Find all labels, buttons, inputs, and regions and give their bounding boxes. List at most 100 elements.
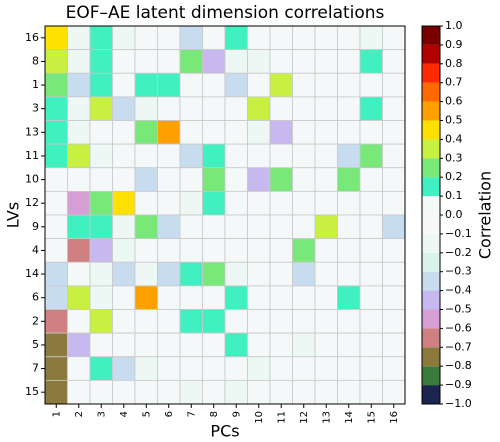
heatmap-cell xyxy=(202,143,226,169)
heatmap-cell xyxy=(314,49,338,74)
colorbar-segment xyxy=(422,82,440,102)
heatmap-cell xyxy=(157,120,181,145)
heatmap-cell xyxy=(247,332,271,358)
heatmap-cell xyxy=(269,261,293,287)
heatmap-cell xyxy=(382,25,406,51)
heatmap-cell xyxy=(314,96,338,121)
heatmap-cell xyxy=(359,190,383,216)
heatmap-cell xyxy=(224,25,248,51)
heatmap-cell xyxy=(247,261,271,287)
heatmap-cell xyxy=(67,309,91,334)
heatmap-cell xyxy=(247,120,271,145)
heatmap-cell xyxy=(224,309,248,334)
heatmap-cell xyxy=(382,309,406,334)
heatmap-cell xyxy=(382,356,406,381)
heatmap-cell xyxy=(157,356,181,381)
heatmap-cell xyxy=(359,214,383,240)
heatmap-cell xyxy=(337,72,361,98)
heatmap-cell xyxy=(224,238,248,263)
heatmap-cell xyxy=(292,261,316,287)
x-tick-label: 10 xyxy=(254,411,265,424)
heatmap-cell xyxy=(292,214,316,240)
x-tick-label: 4 xyxy=(119,411,130,417)
heatmap-cell xyxy=(269,72,293,98)
heatmap-cell xyxy=(44,25,68,51)
heatmap-cell xyxy=(247,356,271,381)
colorbar-segment xyxy=(422,177,440,197)
heatmap-cell xyxy=(157,25,181,51)
heatmap-cell xyxy=(202,214,226,240)
heatmap-cell xyxy=(359,167,383,192)
heatmap-cell xyxy=(134,379,158,405)
x-tick-label: 9 xyxy=(231,411,242,417)
heatmap-cell xyxy=(269,285,293,310)
heatmap-cell xyxy=(134,49,158,74)
heatmap-cell xyxy=(202,49,226,74)
heatmap-cell xyxy=(337,143,361,169)
heatmap-cell xyxy=(224,167,248,192)
heatmap-cell xyxy=(112,96,136,121)
heatmap-cell xyxy=(382,379,406,405)
heatmap-cell xyxy=(67,190,91,216)
colorbar-tick-label: 0.7 xyxy=(445,76,463,89)
heatmap-cell xyxy=(179,72,203,98)
heatmap-cell xyxy=(134,120,158,145)
heatmap-cell xyxy=(269,167,293,192)
heatmap-cell xyxy=(179,214,203,240)
heatmap-cell xyxy=(269,190,293,216)
heatmap-cell xyxy=(89,309,113,334)
heatmap-cell xyxy=(179,96,203,121)
heatmap-cell xyxy=(112,49,136,74)
heatmap-cell xyxy=(292,309,316,334)
heatmap-cell xyxy=(112,309,136,334)
x-tick-label: 11 xyxy=(276,411,287,424)
heatmap-cell xyxy=(269,49,293,74)
heatmap-cell xyxy=(67,96,91,121)
heatmap-cell xyxy=(247,25,271,51)
heatmap-cell xyxy=(314,285,338,310)
heatmap-cell xyxy=(157,143,181,169)
heatmap-cell xyxy=(134,143,158,169)
heatmap-cell xyxy=(224,261,248,287)
heatmap-cell xyxy=(67,285,91,310)
heatmap-cell xyxy=(359,238,383,263)
y-tick-label: 7 xyxy=(32,362,39,375)
heatmap-cell xyxy=(269,25,293,51)
heatmap-cell xyxy=(157,167,181,192)
heatmap-cell xyxy=(67,120,91,145)
heatmap-cell xyxy=(292,285,316,310)
heatmap-cell xyxy=(314,261,338,287)
heatmap-cell xyxy=(292,238,316,263)
y-axis-label: LVs xyxy=(4,202,23,228)
heatmap-cell xyxy=(89,72,113,98)
heatmap-cell xyxy=(382,190,406,216)
heatmap-cell xyxy=(269,214,293,240)
heatmap-cell xyxy=(382,120,406,145)
heatmap-cell xyxy=(269,332,293,358)
heatmap-cell xyxy=(112,238,136,263)
x-tick-label: 13 xyxy=(321,411,332,424)
heatmap-cell xyxy=(67,356,91,381)
heatmap-cell xyxy=(179,49,203,74)
heatmap-cell xyxy=(179,238,203,263)
heatmap-cell xyxy=(269,143,293,169)
heatmap-cell xyxy=(292,190,316,216)
heatmap-cell xyxy=(179,285,203,310)
heatmap-cell xyxy=(157,332,181,358)
heatmap-cell xyxy=(224,143,248,169)
heatmap-cell xyxy=(179,332,203,358)
heatmap-cell xyxy=(89,379,113,405)
heatmap-cell xyxy=(89,190,113,216)
heatmap-cell xyxy=(269,120,293,145)
heatmap-cell xyxy=(269,238,293,263)
x-tick-label: 15 xyxy=(366,411,377,424)
heatmap-cell xyxy=(337,25,361,51)
heatmap-cell xyxy=(269,96,293,121)
heatmap-cell xyxy=(44,356,68,381)
heatmap-cell xyxy=(247,379,271,405)
heatmap-cell xyxy=(337,285,361,310)
heatmap-cell xyxy=(202,332,226,358)
heatmap-cell xyxy=(89,356,113,381)
heatmap-cell xyxy=(202,167,226,192)
